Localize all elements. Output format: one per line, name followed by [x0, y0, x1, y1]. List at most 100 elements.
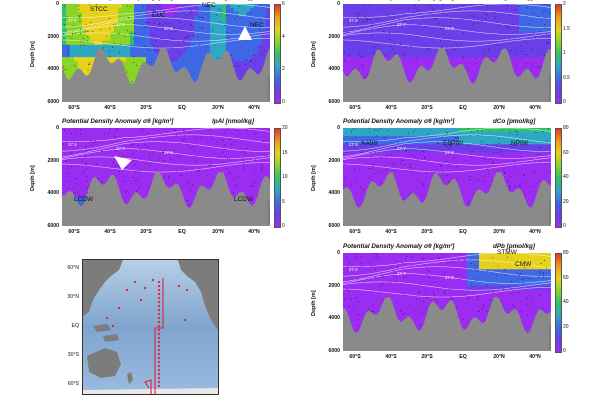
sample-point	[455, 44, 457, 46]
sample-point	[470, 283, 472, 285]
station-marker	[143, 286, 147, 290]
sample-point	[467, 128, 469, 129]
sample-point	[525, 62, 527, 64]
sample-point	[74, 65, 76, 67]
sample-point	[543, 272, 545, 274]
sample-point	[509, 186, 511, 188]
y-tick-label: 0	[337, 250, 340, 256]
sample-point	[139, 185, 141, 187]
sample-point	[548, 39, 550, 41]
sample-point	[450, 299, 451, 301]
sample-point	[448, 38, 450, 39]
sample-point	[483, 307, 485, 309]
sample-point	[85, 145, 87, 147]
sample-point	[175, 170, 177, 172]
sample-point	[510, 280, 512, 282]
sample-point	[70, 152, 72, 154]
sample-point	[188, 13, 190, 15]
sample-point	[88, 30, 90, 32]
sample-point	[229, 138, 230, 140]
sample-point	[425, 172, 427, 174]
sample-point	[529, 298, 531, 300]
sample-point	[212, 30, 214, 32]
sample-point	[472, 24, 473, 26]
sample-point	[520, 273, 522, 275]
sample-point	[408, 132, 409, 134]
sample-point	[481, 308, 483, 310]
sample-point	[188, 131, 190, 133]
sample-point	[525, 14, 527, 16]
sample-point	[157, 16, 159, 18]
sample-point	[100, 28, 102, 30]
x-tick-label: 60°S	[349, 105, 361, 111]
odv-watermark: Ocean Data View	[548, 324, 552, 349]
density-contour	[62, 17, 270, 34]
sample-point	[261, 46, 263, 48]
sample-point	[107, 133, 109, 135]
sample-point	[232, 192, 234, 194]
sample-point	[175, 134, 177, 136]
sample-point	[503, 168, 505, 170]
sample-point	[112, 47, 113, 48]
sample-point	[542, 12, 544, 14]
sample-point	[412, 170, 414, 172]
sample-point	[186, 143, 188, 145]
sample-point	[239, 151, 241, 153]
sample-point	[375, 276, 376, 278]
sample-point	[216, 141, 218, 143]
sample-point	[142, 24, 144, 26]
sample-point	[547, 162, 549, 164]
sample-point	[403, 277, 405, 279]
sample-point	[362, 189, 364, 191]
sample-point	[503, 288, 504, 290]
sample-point	[182, 138, 184, 140]
sample-point	[63, 33, 64, 35]
sample-point	[547, 42, 549, 44]
npiw-label: NPIW	[511, 140, 528, 147]
sample-point	[230, 54, 232, 56]
sample-point	[485, 18, 487, 20]
sample-point	[519, 185, 521, 187]
x-tick-label: 20°S	[421, 105, 433, 111]
sample-point	[443, 274, 445, 276]
sample-point	[72, 34, 74, 36]
sample-point	[250, 60, 251, 61]
sample-point	[244, 153, 246, 155]
sample-point	[489, 48, 490, 50]
sample-point	[469, 135, 471, 137]
density-contour	[343, 266, 551, 283]
panel-title: Potential Density Anomaly σθ [kg/m³]	[343, 243, 455, 250]
sample-point	[184, 37, 186, 39]
sample-point	[186, 199, 188, 201]
sample-point	[371, 163, 372, 165]
sample-point	[236, 15, 238, 17]
sample-point	[230, 172, 232, 173]
sample-point	[163, 152, 165, 153]
sample-point	[153, 10, 155, 12]
sample-point	[412, 256, 413, 258]
station-marker	[157, 360, 161, 364]
sample-point	[397, 143, 399, 145]
sample-point	[358, 12, 360, 14]
sample-point	[391, 153, 393, 155]
sample-point	[351, 131, 353, 132]
sample-point	[362, 56, 364, 58]
sample-point	[354, 168, 356, 170]
sample-point	[465, 9, 466, 11]
sample-point	[246, 59, 248, 61]
sample-point	[168, 176, 169, 178]
sample-point	[460, 18, 462, 20]
x-tick-label: EQ	[459, 229, 467, 235]
sample-point	[497, 152, 499, 154]
sample-point	[65, 160, 67, 162]
station-marker	[157, 300, 161, 304]
sample-point	[438, 22, 439, 24]
sample-point	[467, 145, 469, 147]
sample-point	[397, 150, 399, 152]
sample-point	[177, 50, 179, 52]
sample-point	[266, 155, 268, 157]
sample-point	[457, 137, 459, 139]
sample-point	[152, 44, 154, 46]
sample-point	[115, 150, 117, 152]
sample-point	[371, 167, 373, 169]
